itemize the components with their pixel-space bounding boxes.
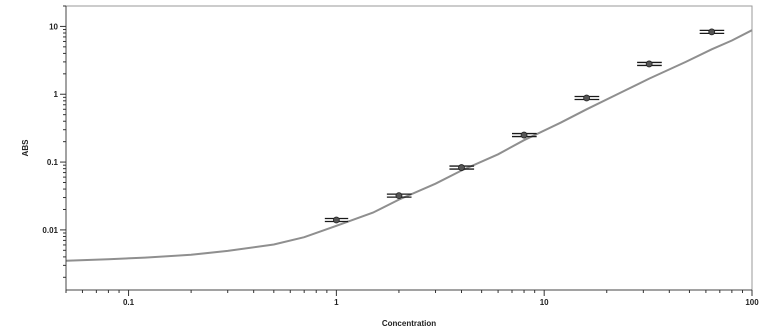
y-tick-label: 1 <box>54 90 59 99</box>
data-point <box>395 192 403 200</box>
y-tick-label: 0.01 <box>42 226 58 235</box>
data-point <box>645 60 653 68</box>
plot-area <box>65 5 753 291</box>
data-point-group <box>449 164 475 171</box>
x-axis-title: Concentration <box>382 319 436 328</box>
fit-curve <box>65 29 753 262</box>
data-point <box>583 94 591 102</box>
data-point-group <box>324 216 349 224</box>
data-point <box>332 216 340 224</box>
data-point-group <box>511 131 537 139</box>
x-tick-label: 100 <box>745 298 759 307</box>
data-point-group <box>574 94 600 102</box>
data-point-group <box>386 192 412 200</box>
data-point <box>458 164 465 171</box>
y-tick-label: 0.1 <box>47 158 59 167</box>
data-point <box>708 28 716 36</box>
x-tick-label: 10 <box>540 298 549 307</box>
x-tick-label: 1 <box>334 298 339 307</box>
y-tick-label: 10 <box>49 22 58 31</box>
data-point-group <box>699 28 725 36</box>
data-point <box>520 131 528 139</box>
x-tick-label: 0.1 <box>123 298 135 307</box>
data-point-group <box>637 60 662 68</box>
y-axis-title: ABS <box>21 139 30 157</box>
